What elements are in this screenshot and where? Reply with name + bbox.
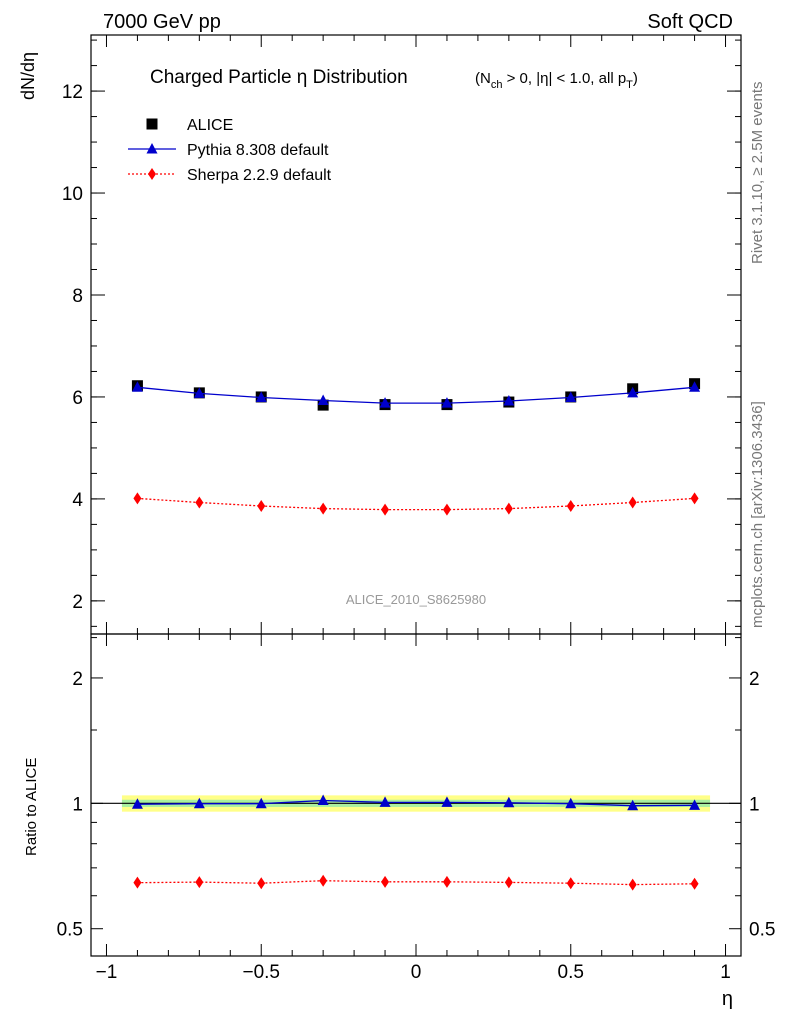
data-point-2 (504, 502, 513, 515)
data-point-1 (317, 394, 329, 406)
ratio-series-line-0 (137, 799, 695, 807)
ratio-point-1 (504, 876, 513, 889)
data-point-2 (381, 503, 390, 516)
ratio-point-1 (133, 876, 142, 889)
ratio-point-0 (441, 796, 453, 807)
data-point-1 (255, 391, 267, 402)
data-point-2 (442, 503, 451, 516)
legend-marker (146, 118, 158, 130)
ratio-point-0 (627, 799, 639, 811)
main-title-text: Charged Particle η Distribution (150, 67, 408, 88)
data-point-2 (133, 492, 142, 505)
data-point-2 (566, 500, 575, 513)
subtitle-subscript: ch (491, 79, 503, 91)
series-line-2 (137, 497, 695, 511)
ratio-y-tick-label: 1 (72, 794, 83, 815)
data-point-2 (257, 500, 266, 513)
ratio-frame (90, 633, 742, 957)
data-point-2 (195, 496, 204, 509)
x-tick-label: 0.5 (558, 962, 584, 983)
ratio-point-1 (257, 877, 266, 890)
main-y-tick-label: 8 (72, 286, 83, 307)
ratio-panel: −1 −0.5 0 0.5 1 0.5 0.5 1 1 2 2 (57, 633, 775, 983)
data-point-1 (503, 395, 515, 406)
main-panel: 2 4 6 8 10 12 ALICE Pythia 8.308 default Sherpa … (62, 34, 742, 635)
main-watermark: ALICE_2010_S8625980 (346, 592, 486, 607)
ratio-point-0 (193, 797, 205, 809)
legend-label: Pythia 8.308 default (187, 142, 329, 159)
data-point-2 (690, 492, 699, 505)
ratio-point-0 (689, 799, 701, 810)
main-y-tick-label: 4 (72, 490, 83, 511)
x-axis-label: η (722, 988, 733, 1010)
ratio-y-tick-label: 0.5 (57, 920, 83, 941)
header-right-label: Soft QCD (647, 11, 733, 33)
x-tick-label: 1 (720, 962, 731, 983)
data-point-1 (627, 386, 639, 398)
header-left-label: 7000 GeV pp (103, 11, 221, 33)
x-tick-label: −0.5 (242, 962, 280, 983)
legend-label: ALICE (187, 117, 233, 134)
subtitle-subscript: T (626, 79, 633, 91)
ratio-series-line-1 (137, 880, 695, 886)
ratio-ylabel: Ratio to ALICE (23, 758, 40, 856)
ratio-y-tick-label-right: 1 (749, 794, 760, 815)
ratio-point-0 (379, 796, 391, 807)
ratio-point-1 (381, 875, 390, 888)
main-subtitle: (Nch > 0, |η| < 1.0, all pT) (475, 70, 638, 91)
data-point-1 (689, 381, 701, 392)
data-point-1 (379, 397, 391, 408)
ratio-point-0 (503, 796, 515, 808)
main-y-tick-label: 12 (62, 82, 83, 103)
ratio-point-1 (566, 877, 575, 890)
data-point-0 (317, 399, 329, 411)
ratio-y-tick-label-right: 0.5 (749, 920, 775, 941)
rivet-label: Rivet 3.1.10, ≥ 2.5M events (749, 82, 766, 265)
data-point-2 (628, 496, 637, 509)
x-tick-label: 0 (411, 962, 422, 983)
data-point-1 (193, 387, 205, 398)
main-ylabel: dN/dη (18, 52, 38, 100)
ratio-point-1 (690, 877, 699, 890)
subtitle-text: ) (633, 70, 638, 87)
data-point-1 (131, 381, 143, 392)
legend-marker (146, 143, 158, 154)
subtitle-text: > 0, |η| < 1.0, all p (502, 70, 626, 87)
data-point-1 (441, 397, 453, 408)
ratio-point-0 (317, 794, 329, 805)
data-point-1 (565, 391, 577, 402)
ratio-point-1 (628, 878, 637, 891)
ratio-point-1 (442, 875, 451, 888)
x-tick-label: −1 (96, 962, 118, 983)
mcplots-label: mcplots.cern.ch [arXiv:1306.3436] (749, 401, 766, 628)
ratio-point-0 (565, 797, 577, 809)
ratio-y-tick-label-right: 2 (749, 669, 760, 690)
data-point-2 (319, 502, 328, 515)
series-line-1 (137, 386, 695, 404)
ratio-point-1 (319, 874, 328, 887)
main-y-tick-label: 10 (62, 184, 83, 205)
ratio-y-tick-label: 2 (72, 669, 83, 690)
subtitle-text: (N (475, 70, 491, 87)
ratio-point-0 (131, 798, 143, 809)
ratio-point-0 (255, 797, 267, 809)
ratio-point-1 (195, 876, 204, 889)
main-title: Charged Particle η Distribution (150, 67, 408, 88)
main-y-tick-label: 2 (72, 592, 83, 613)
main-y-tick-label: 6 (72, 388, 83, 409)
legend-marker (148, 168, 156, 180)
legend-label: Sherpa 2.2.9 default (187, 167, 332, 184)
